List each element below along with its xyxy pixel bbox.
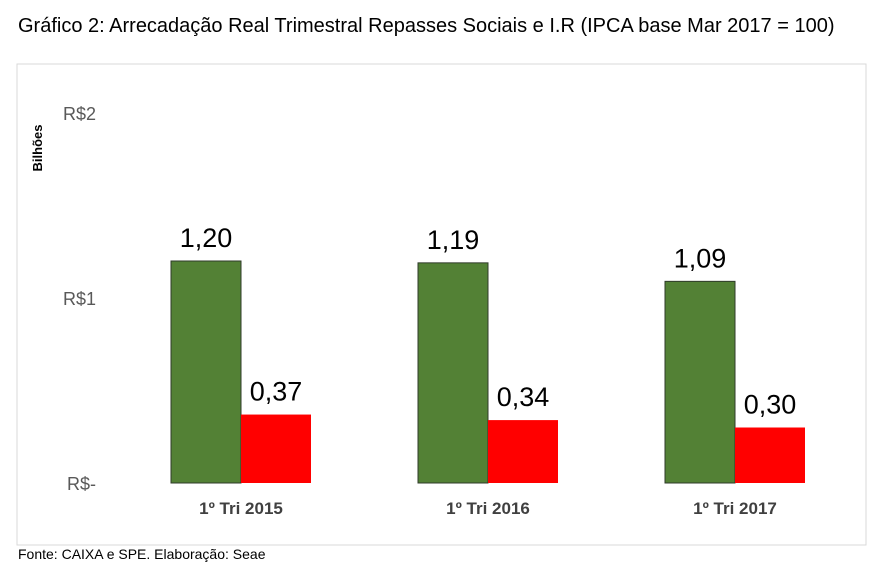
bar-ir — [735, 427, 805, 483]
bar-repasses — [417, 262, 489, 484]
x-tick-label: 1º Tri 2015 — [199, 499, 283, 518]
bar-ir — [488, 420, 558, 483]
y-tick-label: R$1 — [63, 289, 96, 309]
y-axis-label: Bilhões — [30, 125, 45, 172]
y-tick-label: R$2 — [63, 104, 96, 124]
data-label: 1,19 — [427, 225, 480, 255]
data-label: 0,37 — [250, 377, 303, 407]
bar-repasses — [170, 260, 242, 484]
x-tick-label: 1º Tri 2016 — [446, 499, 530, 518]
data-label: 0,30 — [744, 390, 797, 420]
chart-title: Gráfico 2: Arrecadação Real Trimestral R… — [18, 15, 835, 37]
y-tick-label: R$- — [67, 474, 96, 494]
data-label: 1,09 — [674, 243, 727, 273]
chart-frame — [16, 63, 867, 546]
bar-ir — [241, 414, 311, 483]
bar-repasses — [664, 280, 736, 484]
data-label: 1,20 — [180, 223, 233, 253]
data-label: 0,34 — [497, 382, 550, 412]
x-tick-label: 1º Tri 2017 — [693, 499, 777, 518]
source-note: Fonte: CAIXA e SPE. Elaboração: Seae — [18, 546, 266, 562]
